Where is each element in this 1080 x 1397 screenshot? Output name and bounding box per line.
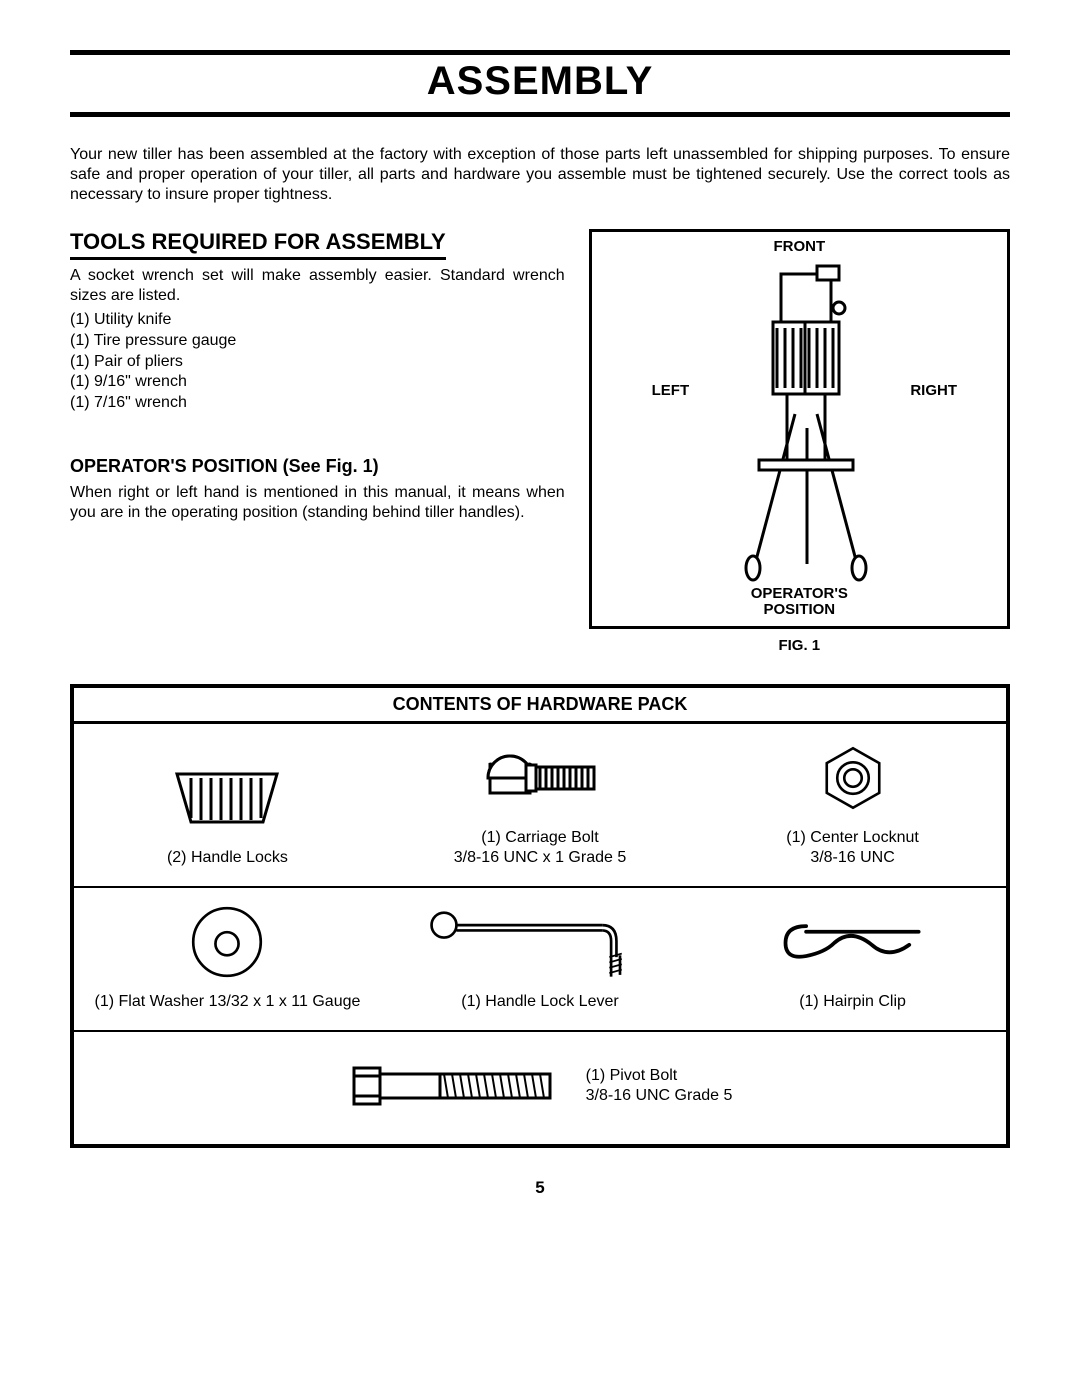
tools-heading: TOOLS REQUIRED FOR ASSEMBLY <box>70 229 446 260</box>
fig1-front-label: FRONT <box>592 238 1007 255</box>
hw-cell-hairpin-clip: (1) Hairpin Clip <box>699 887 1008 1031</box>
tool-item: (1) 9/16" wrench <box>70 372 565 393</box>
fig1-op2-label: POSITION <box>592 601 1007 618</box>
hw-cell-handle-lock-lever: (1) Handle Lock Lever <box>381 887 699 1031</box>
operator-text: When right or left hand is mentioned in … <box>70 483 565 523</box>
title-bar: ASSEMBLY <box>70 50 1010 117</box>
hardware-row-1: (2) Handle Locks <box>72 723 1008 888</box>
handle-locks-icon <box>82 758 373 838</box>
figure-1-caption: FIG. 1 <box>589 637 1010 654</box>
hw-label: (1) Center Locknut <box>707 828 998 848</box>
hw-cell-flat-washer: (1) Flat Washer 13/32 x 1 x 11 Gauge <box>72 887 381 1031</box>
hw-label: (1) Flat Washer 13/32 x 1 x 11 Gauge <box>82 992 373 1012</box>
tiller-diagram-icon <box>699 264 899 604</box>
hw-cell-carriage-bolt: (1) Carriage Bolt 3/8-16 UNC x 1 Grade 5 <box>381 723 699 888</box>
handle-lock-lever-icon <box>389 902 691 982</box>
right-column: FRONT LEFT RIGHT OPERATOR'S POSITION <box>589 229 1010 654</box>
page-number: 5 <box>70 1178 1010 1198</box>
flat-washer-icon <box>82 902 373 982</box>
hardware-table: CONTENTS OF HARDWARE PACK (2) Hand <box>70 684 1010 1148</box>
hw-label: (1) Handle Lock Lever <box>389 992 691 1012</box>
hardware-row-2: (1) Flat Washer 13/32 x 1 x 11 Gauge <box>72 887 1008 1031</box>
tools-list: (1) Utility knife (1) Tire pressure gaug… <box>70 310 565 414</box>
hw-label: 3/8-16 UNC x 1 Grade 5 <box>389 848 691 868</box>
hardware-row-3: (1) Pivot Bolt 3/8-16 UNC Grade 5 <box>72 1031 1008 1146</box>
hw-cell-pivot-bolt: (1) Pivot Bolt 3/8-16 UNC Grade 5 <box>72 1031 1008 1146</box>
hw-label: (1) Hairpin Clip <box>707 992 998 1012</box>
figure-1-box: FRONT LEFT RIGHT OPERATOR'S POSITION <box>589 229 1010 629</box>
fig1-op1-label: OPERATOR'S <box>592 585 1007 602</box>
intro-paragraph: Your new tiller has been assembled at th… <box>70 145 1010 205</box>
left-column: TOOLS REQUIRED FOR ASSEMBLY A socket wre… <box>70 229 565 654</box>
tool-item: (1) Utility knife <box>70 310 565 331</box>
hw-cell-handle-locks: (2) Handle Locks <box>72 723 381 888</box>
tool-item: (1) 7/16" wrench <box>70 393 565 414</box>
hw-label: (1) Carriage Bolt <box>389 828 691 848</box>
hairpin-clip-icon <box>707 902 998 982</box>
page-title: ASSEMBLY <box>70 59 1010 104</box>
page: ASSEMBLY Your new tiller has been assemb… <box>0 0 1080 1238</box>
hw-cell-center-locknut: (1) Center Locknut 3/8-16 UNC <box>699 723 1008 888</box>
carriage-bolt-icon <box>389 738 691 818</box>
hardware-header-row: CONTENTS OF HARDWARE PACK <box>72 686 1008 723</box>
tool-item: (1) Pair of pliers <box>70 352 565 373</box>
hw-label: 3/8-16 UNC Grade 5 <box>586 1086 733 1106</box>
hw-label: (2) Handle Locks <box>82 848 373 868</box>
fig1-left-label: LEFT <box>652 382 690 399</box>
operator-heading: OPERATOR'S POSITION (See Fig. 1) <box>70 456 565 477</box>
hw-label: 3/8-16 UNC <box>707 848 998 868</box>
hardware-header: CONTENTS OF HARDWARE PACK <box>72 686 1008 723</box>
hw-label: (1) Pivot Bolt <box>586 1066 733 1086</box>
fig1-right-label: RIGHT <box>910 382 957 399</box>
tools-lead: A socket wrench set will make assembly e… <box>70 266 565 306</box>
pivot-bolt-icon <box>348 1046 568 1126</box>
tool-item: (1) Tire pressure gauge <box>70 331 565 352</box>
two-column-section: TOOLS REQUIRED FOR ASSEMBLY A socket wre… <box>70 229 1010 654</box>
center-locknut-icon <box>707 738 998 818</box>
